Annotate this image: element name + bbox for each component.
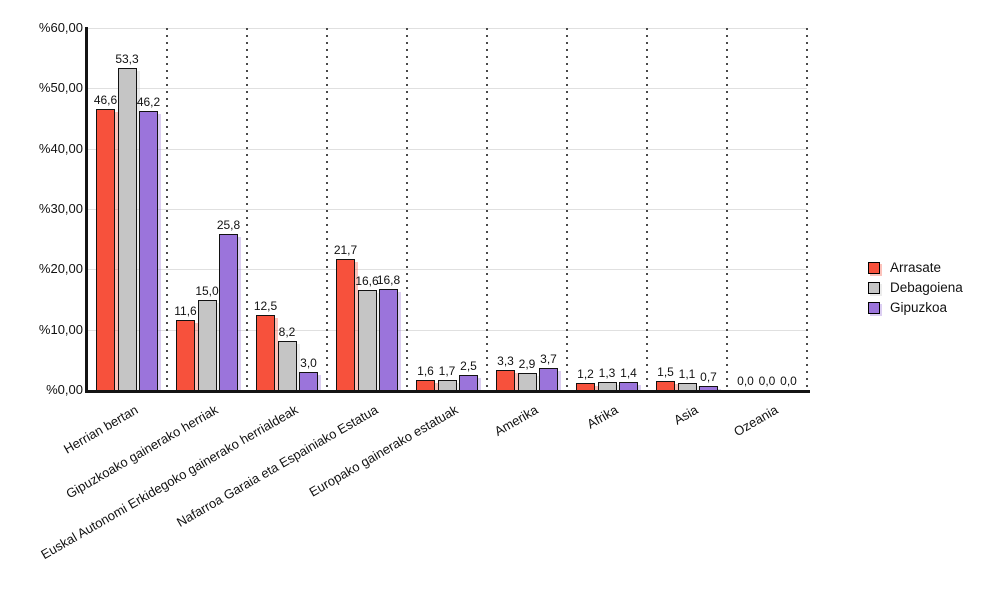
category-separator-2 — [246, 28, 248, 390]
gridline-60 — [87, 28, 807, 29]
legend-item-gipuzkoa: Gipuzkoa — [868, 300, 963, 315]
bar-value-label-debagoiena-afrika: 1,3 — [598, 366, 616, 381]
bar-value-label-arrasate-amerika: 3,3 — [497, 354, 514, 369]
bar-arrasate-gipuzkoako-gainerako-herriak — [176, 320, 195, 390]
bar-debagoiena-gipuzkoako-gainerako-herriak — [197, 299, 217, 390]
bar-value-label-debagoiena-amerika: 2,9 — [518, 356, 536, 371]
category-separator-3 — [326, 28, 328, 390]
bar-value-label-debagoiena-herrian-bertan: 53,3 — [115, 52, 139, 67]
plot-area: 46,6 11,6 12,5 21,7 1,6 3,3 1,2 1,5 0,0 53,3 15,0 8… — [87, 28, 808, 390]
bar-value-label-arrasate-nafarroa-garaia-eta-espainiako-estatua: 21,7 — [333, 243, 358, 258]
category-separator-4 — [406, 28, 408, 390]
category-separator-6 — [566, 28, 568, 390]
bar-value-label-debagoiena-asia: 1,1 — [678, 367, 696, 382]
y-tick-label-0: %0,00 — [46, 382, 83, 397]
bar-gipuzkoa-euskal-autonomi-erkidegoko-gainerako-herrialdeak — [299, 371, 318, 390]
x-category-label-afrika: Afrika — [584, 402, 621, 432]
legend-swatch-gipuzkoa — [868, 301, 880, 314]
y-tick-label-30: %30,00 — [38, 201, 83, 216]
bar-value-label-arrasate-euskal-autonomi-erkidegoko-gainerako-herrialdeak: 12,5 — [253, 298, 278, 313]
category-separator-1 — [166, 28, 168, 390]
y-tick-label-60: %60,00 — [38, 20, 83, 35]
legend-item-arrasate: Arrasate — [868, 260, 963, 275]
bar-debagoiena-herrian-bertan — [117, 68, 137, 390]
legend-label-debagoiena: Debagoiena — [890, 280, 963, 295]
bar-value-label-debagoiena-gipuzkoako-gainerako-herriak: 15,0 — [195, 283, 219, 298]
x-axis-line — [85, 390, 810, 393]
legend-swatch-debagoiena — [868, 281, 880, 294]
bar-gipuzkoa-asia — [699, 385, 718, 390]
gridline-30 — [87, 209, 807, 210]
gridline-50 — [87, 88, 807, 90]
x-category-label-ozeania: Ozeania — [731, 402, 781, 440]
category-separator-8 — [726, 28, 728, 390]
bar-value-label-arrasate-afrika: 1,2 — [577, 366, 594, 381]
legend-label-gipuzkoa: Gipuzkoa — [890, 300, 948, 315]
bar-debagoiena-amerika — [517, 372, 537, 390]
bar-value-label-debagoiena-nafarroa-garaia-eta-espainiako-estatua: 16,6 — [355, 273, 379, 288]
category-separator-9 — [806, 28, 808, 390]
bar-value-label-gipuzkoa-europako-gainerako-estatuak: 2,5 — [460, 358, 477, 373]
bar-arrasate-nafarroa-garaia-eta-espainiako-estatua — [336, 259, 355, 390]
bar-debagoiena-europako-gainerako-estatuak — [437, 379, 457, 390]
bar-arrasate-euskal-autonomi-erkidegoko-gainerako-herrialdeak — [256, 314, 275, 390]
x-category-label-asia: Asia — [671, 402, 701, 428]
bar-gipuzkoa-amerika — [539, 367, 558, 390]
bar-value-label-gipuzkoa-nafarroa-garaia-eta-espainiako-estatua: 16,8 — [376, 272, 401, 287]
legend: Arrasate Debagoiena Gipuzkoa — [868, 260, 963, 320]
bar-value-label-arrasate-asia: 1,5 — [657, 364, 674, 379]
bar-arrasate-asia — [656, 380, 675, 390]
bar-debagoiena-asia — [677, 383, 697, 390]
category-separator-5 — [486, 28, 488, 390]
bar-value-label-arrasate-europako-gainerako-estatuak: 1,6 — [417, 364, 434, 379]
x-category-label-amerika: Amerika — [491, 402, 541, 439]
gridline-10 — [87, 329, 807, 331]
bar-value-label-arrasate-gipuzkoako-gainerako-herriak: 11,6 — [174, 304, 197, 318]
bar-value-label-arrasate-herrian-bertan: 46,6 — [93, 92, 118, 107]
bar-gipuzkoa-europako-gainerako-estatuak — [459, 374, 478, 390]
y-tick-label-10: %10,00 — [38, 321, 83, 337]
bar-debagoiena-euskal-autonomi-erkidegoko-gainerako-herrialdeak — [277, 340, 297, 390]
bar-value-label-arrasate-ozeania: 0,0 — [737, 374, 754, 388]
legend-item-debagoiena: Debagoiena — [868, 280, 963, 295]
legend-swatch-arrasate — [868, 261, 880, 274]
bar-value-label-gipuzkoa-herrian-bertan: 46,2 — [136, 95, 161, 110]
y-tick-label-20: %20,00 — [38, 261, 83, 277]
bar-value-label-debagoiena-europako-gainerako-estatuak: 1,7 — [438, 363, 456, 378]
bar-debagoiena-afrika — [597, 382, 617, 390]
bar-value-label-gipuzkoa-afrika: 1,4 — [620, 365, 637, 380]
bar-value-label-gipuzkoa-asia: 0,7 — [700, 369, 717, 384]
x-category-label-europako-gainerako-estatuak: Europako gainerako estatuak — [306, 402, 461, 500]
bar-arrasate-europako-gainerako-estatuak — [416, 380, 435, 390]
bar-value-label-debagoiena-euskal-autonomi-erkidegoko-gainerako-herrialdeak: 8,2 — [278, 324, 296, 339]
gridline-40 — [87, 148, 807, 150]
x-category-label-euskal-autonomi-erkidegoko-gainerako-herrialdeak: Euskal Autonomi Erkidegoko gainerako her… — [38, 402, 301, 563]
bar-arrasate-amerika — [496, 370, 515, 390]
bar-value-label-gipuzkoa-euskal-autonomi-erkidegoko-gainerako-herrialdeak: 3,0 — [300, 355, 317, 370]
bar-value-label-gipuzkoa-ozeania: 0,0 — [780, 374, 797, 388]
gridline-20 — [87, 269, 807, 271]
bar-arrasate-afrika — [576, 382, 595, 390]
y-axis-line — [85, 27, 88, 393]
x-category-label-nafarroa-garaia-eta-espainiako-estatua: Nafarroa Garaia eta Espainiako Estatua — [173, 402, 381, 530]
bar-debagoiena-nafarroa-garaia-eta-espainiako-estatua — [357, 289, 377, 390]
bar-gipuzkoa-gipuzkoako-gainerako-herriak — [219, 234, 238, 390]
bar-gipuzkoa-herrian-bertan — [139, 111, 158, 390]
category-separator-7 — [646, 28, 648, 390]
legend-label-arrasate: Arrasate — [890, 260, 942, 275]
y-tick-label-40: %40,00 — [38, 140, 83, 156]
bar-gipuzkoa-nafarroa-garaia-eta-espainiako-estatua — [379, 288, 398, 390]
bar-value-label-gipuzkoa-amerika: 3,7 — [540, 351, 557, 366]
y-tick-label-50: %50,00 — [38, 80, 83, 96]
bar-value-label-gipuzkoa-gipuzkoako-gainerako-herriak: 25,8 — [216, 218, 241, 233]
bar-gipuzkoa-afrika — [619, 381, 638, 390]
bar-arrasate-herrian-bertan — [96, 108, 115, 390]
bar-value-label-debagoiena-ozeania: 0,0 — [758, 374, 776, 388]
